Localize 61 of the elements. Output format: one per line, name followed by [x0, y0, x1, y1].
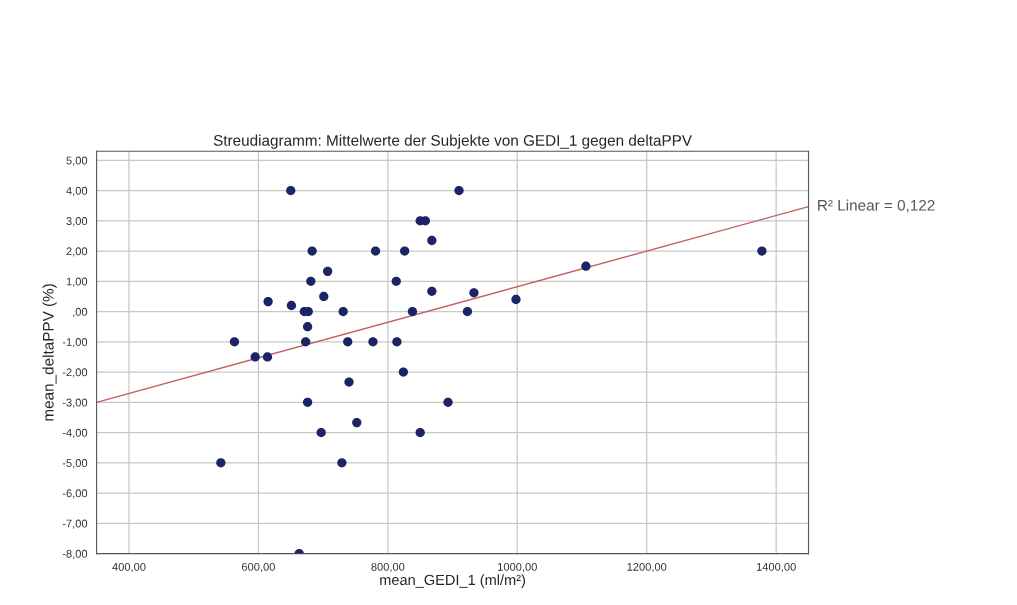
point [462, 306, 473, 317]
point [581, 261, 591, 271]
point [344, 377, 354, 387]
x-tick-label: 800,00 [371, 562, 405, 573]
point [454, 185, 464, 196]
point [319, 291, 329, 302]
point [398, 367, 409, 377]
point [302, 397, 313, 407]
point [216, 458, 226, 468]
x-tick-label: 1000,00 [498, 562, 537, 573]
y-tick-label: -8,00 [62, 549, 88, 560]
point [392, 337, 402, 347]
point [391, 276, 401, 286]
point [229, 337, 240, 347]
x-axis-title: mean_GEDI_1 (ml/m²) [380, 574, 525, 588]
y-tick-label: 5,00 [66, 156, 88, 166]
point [250, 352, 260, 362]
point [352, 417, 362, 428]
y-tick-label: 1,00 [66, 277, 88, 287]
point [306, 276, 316, 286]
point [286, 300, 297, 311]
point [469, 288, 479, 298]
point [262, 352, 273, 362]
point [263, 296, 273, 307]
point [338, 306, 348, 317]
y-tick-label: -7,00 [62, 519, 88, 529]
chart-title: Streudiagramm: Mittelwerte der Subjekte von GEDI_1 gegen deltaPPV [213, 134, 692, 149]
y-tick-label: -5,00 [62, 459, 88, 469]
y-tick-label: -2,00 [62, 368, 88, 378]
point [415, 427, 425, 438]
point [427, 286, 437, 296]
point [301, 337, 311, 347]
y-tick-label: -6,00 [62, 489, 88, 499]
point [316, 427, 326, 438]
point [400, 246, 410, 256]
annotation: R² Linear = 0,122 [818, 199, 935, 213]
y-tick-label: 3,00 [66, 217, 88, 227]
point [343, 337, 353, 347]
point [370, 246, 381, 256]
point [307, 246, 317, 256]
y-tick-label: -1,00 [62, 338, 88, 348]
x-tick-label: 1400,00 [756, 562, 796, 573]
y-tick-label: -3,00 [62, 398, 88, 408]
y-axis-title: mean_deltaPPV (%) [42, 284, 57, 421]
y-tick-label: 2,00 [66, 247, 88, 257]
y-tick-label: -4,00 [62, 428, 88, 439]
point [323, 266, 333, 276]
x-tick-label: 400,00 [112, 562, 146, 573]
point [407, 306, 418, 317]
y-tick-label: 4,00 [66, 186, 88, 197]
point [511, 294, 521, 305]
point [443, 397, 453, 407]
point [427, 235, 437, 246]
x-tick-label: 1200,00 [627, 562, 667, 573]
point [368, 337, 378, 347]
point [302, 322, 313, 332]
point [286, 185, 296, 196]
x-tick-label: 600,00 [241, 562, 275, 573]
y-tick-label: ,00 [73, 307, 88, 318]
point [337, 458, 347, 468]
point [757, 246, 767, 256]
